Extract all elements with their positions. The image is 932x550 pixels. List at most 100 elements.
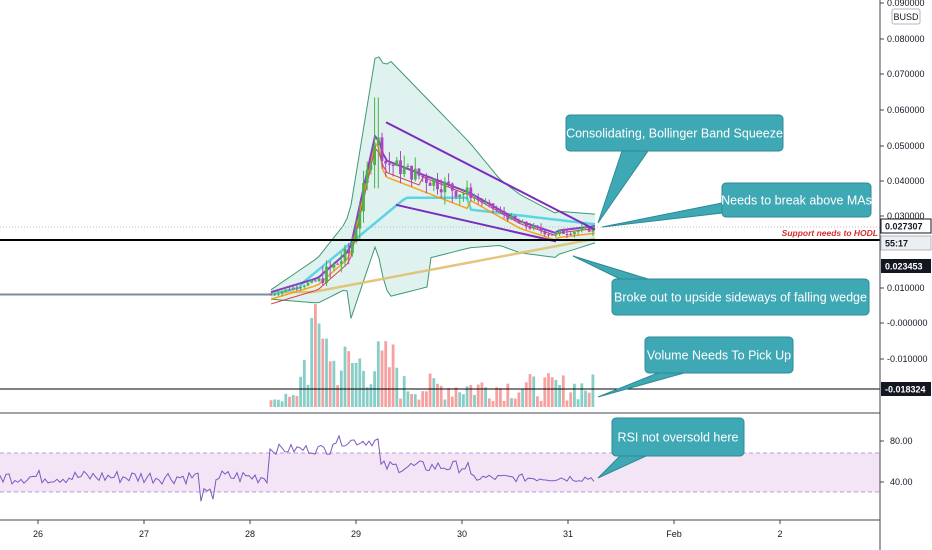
volume-bar [365, 387, 369, 407]
volume-bar [476, 384, 480, 407]
volume-bar [591, 374, 595, 407]
volume-bar [458, 392, 462, 407]
candle-body [365, 169, 369, 184]
callout-text: Needs to break above MAs [721, 194, 872, 208]
volume-bar [402, 376, 406, 407]
price-tick-label: 0.050000 [887, 141, 925, 151]
volume-bar [428, 373, 432, 407]
candle-body [532, 225, 536, 229]
volume-bar [539, 400, 543, 407]
candle-body [354, 228, 358, 242]
volume-bar [521, 388, 524, 407]
volume-bar [343, 346, 347, 407]
volume-bar [328, 361, 332, 407]
candle-body [406, 165, 410, 168]
callout-text: Broke out to upside sideways of falling … [614, 291, 867, 305]
candle-body [280, 291, 284, 294]
volume-bar [354, 363, 358, 407]
candle-body [432, 179, 436, 186]
candle-body [351, 241, 354, 254]
volume-bar [432, 378, 436, 407]
candle-body [536, 225, 539, 228]
volume-bar [443, 399, 447, 407]
candle-body [314, 280, 317, 282]
candle-body [369, 165, 373, 170]
candle-body [458, 194, 462, 197]
time-tick-label: 29 [351, 529, 361, 539]
volume-bar [288, 396, 291, 407]
candle-body [554, 234, 558, 236]
price-tag-label: 0.023453 [885, 262, 923, 272]
candle-body [384, 161, 388, 164]
volume-bar [573, 383, 576, 407]
volume-bar [391, 344, 395, 407]
volume-bar [299, 376, 302, 407]
candle-body [428, 182, 432, 186]
callout-box [721, 182, 872, 218]
candle-body [425, 177, 428, 183]
volume-bar [388, 367, 391, 407]
volume-bar [536, 396, 539, 407]
candle-body [288, 289, 291, 291]
rsi-tick-label: 40.00 [890, 477, 913, 487]
candle-body [543, 231, 547, 235]
price-tag [881, 259, 931, 273]
price-tick-label: 0.010000 [887, 283, 925, 293]
time-tick-label: 2 [777, 529, 782, 539]
candle-body [569, 234, 573, 236]
bollinger-lower [270, 242, 596, 319]
candle-body [447, 181, 450, 184]
volume-bar [358, 358, 362, 407]
candle-body [388, 163, 391, 165]
volume-bar [425, 391, 428, 407]
candle-body [469, 187, 473, 199]
price-tick-label: 0.040000 [887, 176, 925, 186]
candle-body [480, 200, 484, 203]
candle-body [362, 183, 365, 212]
volume-bar [306, 384, 310, 407]
volume-bar [506, 383, 510, 407]
volume-bar [480, 382, 484, 407]
candle-body [558, 230, 561, 235]
volume-bar [410, 394, 413, 407]
volume-bar [565, 400, 569, 407]
candle-body [443, 181, 447, 193]
volume-bar [528, 374, 532, 407]
volume-bar [484, 387, 487, 407]
volume-bar [465, 386, 469, 407]
currency-badge [891, 8, 921, 25]
volume-bar [469, 385, 473, 407]
rsi-line [0, 434, 595, 502]
volume-bar [273, 399, 277, 407]
callout-5: RSI not oversold here [597, 417, 745, 479]
candle-body [291, 287, 295, 290]
volume-bar [380, 350, 384, 407]
callout-box [644, 336, 794, 374]
candle-body [521, 221, 524, 223]
volume-bar [336, 385, 339, 407]
volume-bar [369, 384, 373, 407]
candle-body [299, 286, 302, 289]
candle-body [510, 215, 513, 220]
volume-bar [413, 394, 417, 407]
candle-body [273, 294, 277, 296]
candle-body [417, 168, 421, 176]
volume-bar [450, 396, 454, 407]
volume-bars [269, 304, 595, 407]
callout-4: Volume Needs To Pick Up [597, 336, 794, 398]
candle-body [277, 293, 280, 295]
candle-body [310, 280, 314, 283]
candle-body [336, 263, 339, 265]
volume-bar [576, 399, 580, 407]
volume-bar [547, 373, 550, 407]
ma-orange-line [270, 141, 596, 300]
candle-body [476, 197, 480, 201]
candle-body [524, 221, 528, 227]
candle-body [487, 202, 491, 204]
candle-body [284, 289, 288, 292]
wedge-upper-line [385, 121, 596, 231]
time-tick-label: 30 [457, 529, 467, 539]
support-label: Support needs to HODL [782, 228, 878, 238]
volume-bar [421, 391, 425, 407]
